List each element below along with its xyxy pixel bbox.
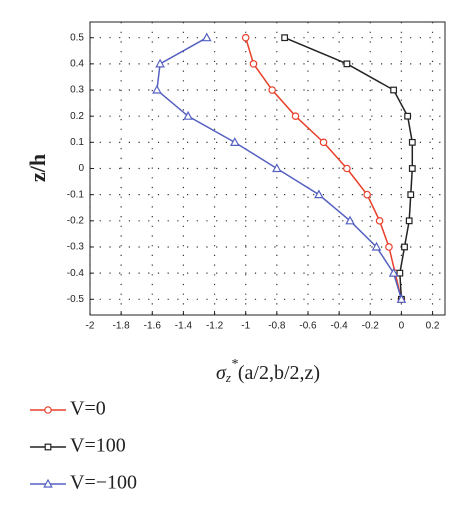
marker [241, 33, 250, 42]
x-tick-label: -0.2 [362, 321, 380, 332]
marker [363, 190, 371, 199]
marker [249, 60, 258, 68]
marker [319, 138, 328, 147]
x-label-superscript: * [231, 357, 238, 372]
y-tick-label: -0.1 [67, 189, 85, 200]
y-tick-label: -0.3 [67, 242, 85, 253]
x-tick-label: -1.6 [144, 321, 162, 332]
marker [44, 406, 52, 414]
y-tick-label: -0.2 [67, 215, 85, 226]
y-tick-label: 0 [78, 163, 84, 174]
y-tick-label: 0.2 [70, 111, 84, 122]
x-tick-label: -0.8 [268, 321, 286, 332]
marker [268, 86, 276, 94]
x-label-subscript: z [225, 370, 231, 385]
x-tick-label: -1.8 [113, 321, 131, 332]
marker [390, 86, 398, 94]
marker [388, 267, 399, 277]
y-tick-label: -0.4 [67, 268, 85, 279]
legend-label: V=100 [70, 435, 126, 457]
marker [343, 60, 351, 68]
marker [43, 478, 53, 488]
marker [183, 110, 193, 120]
x-tick-label: -2 [86, 321, 95, 332]
x-tick-label: 0 [399, 321, 405, 332]
marker [396, 269, 404, 277]
x-label-symbol: σ [216, 362, 227, 384]
marker [408, 138, 416, 146]
marker [405, 217, 413, 225]
marker [375, 217, 384, 225]
y-tick-label: 0.1 [70, 137, 84, 148]
marker [371, 241, 382, 251]
marker [401, 243, 408, 251]
marker [229, 137, 240, 146]
marker [408, 165, 416, 172]
x-tick-label: 0.2 [426, 321, 440, 332]
legend-label: V=−100 [70, 472, 137, 494]
marker [343, 164, 351, 173]
marker [314, 189, 324, 199]
marker [152, 84, 162, 94]
y-tick-label: -0.5 [67, 294, 85, 305]
marker [44, 443, 52, 451]
marker [396, 294, 407, 303]
marker [272, 163, 282, 173]
y-axis-label: z/h [25, 154, 50, 182]
x-tick-label: -0.6 [299, 321, 317, 332]
marker [385, 243, 393, 251]
marker [201, 32, 212, 42]
y-tick-label: 0.3 [70, 85, 84, 96]
y-tick-label: 0.4 [70, 58, 84, 69]
marker [404, 112, 412, 120]
x-tick-label: -1 [241, 321, 250, 332]
marker [155, 58, 165, 68]
x-axis-label: σz*(a/2,b/2,z) [216, 357, 320, 385]
legend-label: V=0 [70, 398, 106, 420]
marker [407, 191, 415, 199]
x-label-argument: (a/2,b/2,z) [238, 362, 320, 384]
y-tick-label: 0.5 [70, 32, 84, 43]
x-tick-label: -1.2 [206, 321, 224, 332]
marker [281, 34, 289, 42]
x-tick-label: -1.4 [175, 321, 193, 332]
marker [291, 112, 300, 120]
marker [345, 215, 355, 225]
x-tick-label: -0.4 [331, 321, 349, 332]
